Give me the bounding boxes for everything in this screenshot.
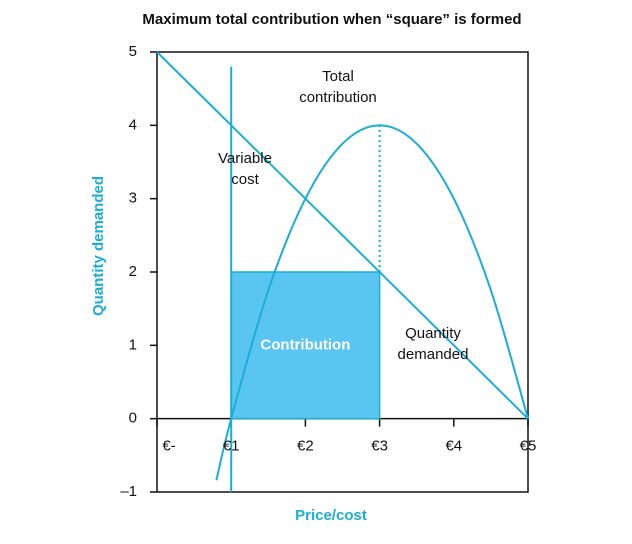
annotation: cost [231, 171, 259, 188]
chart-title: Maximum total contribution when “square”… [142, 11, 521, 28]
y-tick-label: 1 [129, 336, 137, 353]
x-tick-label: €5 [520, 438, 537, 455]
annotation: Quantity [405, 325, 461, 342]
annotation: contribution [299, 89, 377, 106]
contribution-area [230, 271, 381, 420]
total-contribution-curve [215, 124, 529, 481]
annotation: Variable [218, 150, 272, 167]
y-tick-label: 4 [129, 116, 137, 133]
y-tick-label: 3 [129, 190, 137, 207]
y-tick-label: –1 [120, 483, 137, 500]
x-tick-label: €2 [297, 438, 314, 455]
annotation: Total [322, 68, 354, 85]
y-tick-label: 5 [129, 43, 137, 60]
x-tick-label: €4 [445, 438, 462, 455]
plot [150, 51, 529, 493]
y-axis-label: Quantity demanded [90, 176, 107, 316]
x-tick-label: €3 [371, 438, 388, 455]
x-tick-label: €1 [223, 438, 240, 455]
annotation: Contribution [260, 336, 350, 353]
annotation: demanded [398, 346, 469, 363]
y-tick-label: 0 [129, 410, 137, 427]
demand-line [156, 51, 529, 420]
x-axis-label: Price/cost [295, 507, 367, 524]
y-tick-label: 2 [129, 263, 137, 280]
x-tick-label: €- [162, 438, 175, 455]
